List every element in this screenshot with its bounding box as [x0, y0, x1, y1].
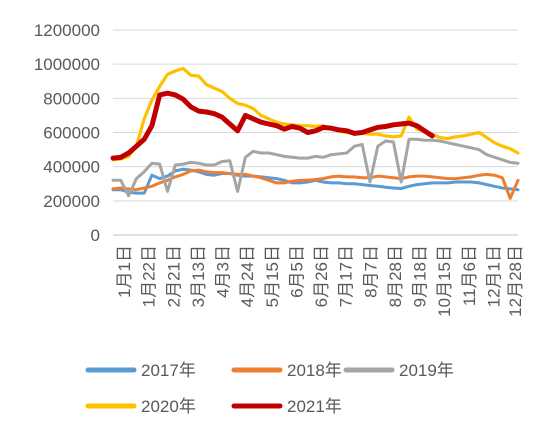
x-tick-label: 4月24日 [238, 245, 257, 307]
y-tick-label: 1000000 [34, 55, 100, 74]
series-line-2018年 [111, 168, 520, 200]
x-tick-label: 5月15日 [263, 245, 282, 307]
y-tick-label: 400000 [43, 158, 100, 177]
series-line-2019年 [111, 137, 520, 198]
y-tick-label: 0 [91, 226, 100, 245]
x-tick-label: 10月15日 [435, 245, 454, 317]
series-line-2021年 [110, 90, 435, 161]
x-tick-label: 1月1日 [115, 245, 134, 298]
x-tick-label: 12月28日 [506, 245, 525, 317]
series-line-2020年 [111, 66, 520, 162]
legend: 2017年 2018年 2019年 2020年 2021年 [85, 361, 454, 416]
x-tick-label: 11月6日 [460, 245, 479, 306]
x-tick-label: 6月26日 [312, 245, 331, 307]
legend-label: 2020年 [141, 397, 196, 416]
x-tick-label: 8月28日 [386, 245, 405, 307]
series-lines [110, 66, 520, 200]
y-tick-label: 1200000 [34, 21, 100, 40]
x-tick-label: 1月22日 [140, 245, 159, 307]
x-axis-tick-labels: 1月1日 1月22日 2月21日 3月13日 4月3日 4月24日 5月15日 6月5日 6月2… [115, 245, 525, 317]
x-tick-label: 7月17日 [337, 245, 356, 307]
x-tick-label: 2月21日 [164, 245, 183, 307]
legend-label: 2021年 [287, 397, 342, 416]
y-axis-tick-labels: 0 200000 400000 600000 800000 1000000 1200000 [34, 21, 100, 245]
legend-label: 2019年 [399, 361, 454, 380]
x-tick-label: 8月7日 [361, 245, 380, 298]
x-tick-label: 4月3日 [214, 245, 233, 298]
x-tick-label: 12月1日 [484, 245, 503, 307]
y-tick-label: 600000 [43, 124, 100, 143]
y-tick-label: 800000 [43, 89, 100, 108]
y-tick-label: 200000 [43, 192, 100, 211]
legend-label: 2017年 [141, 361, 196, 380]
legend-label: 2018年 [287, 361, 342, 380]
x-tick-label: 3月13日 [189, 245, 208, 307]
x-tick-label: 6月5日 [287, 245, 306, 298]
x-tick-label: 9月18日 [411, 245, 430, 307]
